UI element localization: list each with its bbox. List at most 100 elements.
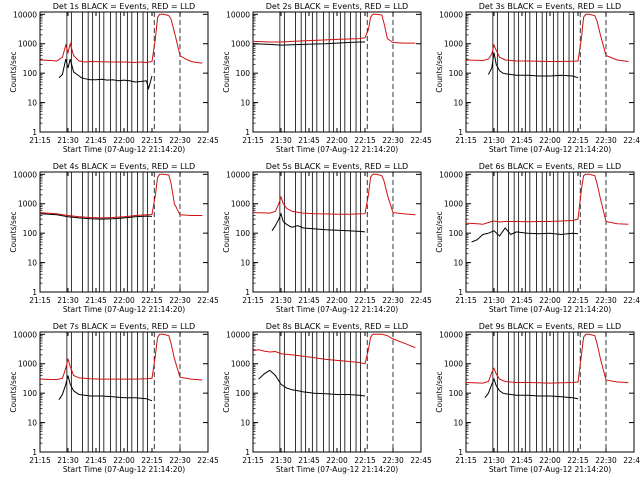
x-tick-label: 22:15 [141, 456, 163, 465]
series-line-lld [465, 173, 629, 225]
x-tick-label: 22:00 [326, 136, 348, 145]
y-axis-label: Counts/sec [9, 371, 18, 412]
series-line-lld [39, 333, 203, 381]
y-axis-label: Counts/sec [222, 51, 231, 92]
x-axis-label: Start Time (07-Aug-12 21:14:20) [276, 305, 398, 314]
panel-title: Det 3s BLACK = Events, RED = LLD [479, 2, 621, 11]
x-tick-label: 21:15 [29, 136, 51, 145]
x-tick-label: 21:30 [483, 296, 505, 305]
series-line-events [58, 375, 153, 402]
y-tick-label: 1000 [444, 40, 463, 49]
x-tick-label: 22:00 [113, 136, 135, 145]
x-axis-label: Start Time (07-Aug-12 21:14:20) [63, 465, 185, 474]
x-axis-label: Start Time (07-Aug-12 21:14:20) [489, 305, 611, 314]
y-tick-label: 10000 [439, 330, 463, 339]
y-tick-label: 1 [32, 128, 37, 137]
y-tick-label: 10000 [13, 10, 37, 19]
y-tick-label: 10 [27, 419, 37, 428]
y-tick-label: 1000 [231, 40, 250, 49]
y-tick-label: 100 [236, 389, 251, 398]
y-tick-label: 1000 [18, 200, 37, 209]
x-axis-label: Start Time (07-Aug-12 21:14:20) [63, 305, 185, 314]
chart-panel: 21:15 21:30 21:45 22:00 22:15 22:30 22:45 1 10 10… [222, 162, 432, 314]
y-tick-label: 10000 [13, 170, 37, 179]
chart-panel: 21:15 21:30 21:45 22:00 22:15 22:30 22:45 1 10 10… [9, 162, 219, 314]
series-line-events [252, 41, 365, 46]
y-tick-label: 10000 [226, 330, 250, 339]
chart-panel: 21:15 21:30 21:45 22:00 22:15 22:30 22:45 1 10 10… [222, 322, 432, 474]
y-axis-label: Counts/sec [9, 51, 18, 92]
x-tick-label: 22:45 [623, 456, 640, 465]
y-axis-label: Counts/sec [435, 51, 444, 92]
y-axis-label: Counts/sec [222, 211, 231, 252]
y-tick-label: 10 [27, 259, 37, 268]
x-tick-label: 21:15 [29, 456, 51, 465]
x-tick-label: 22:45 [197, 456, 219, 465]
y-tick-label: 1 [458, 448, 463, 457]
y-axis-label: Counts/sec [222, 371, 231, 412]
plot-frame [252, 171, 422, 293]
x-tick-label: 21:30 [270, 456, 292, 465]
x-tick-label: 22:15 [567, 456, 589, 465]
x-axis-label: Start Time (07-Aug-12 21:14:20) [489, 145, 611, 154]
x-tick-label: 21:15 [455, 296, 477, 305]
y-tick-label: 10000 [439, 10, 463, 19]
plot-frame [39, 331, 209, 453]
x-tick-label: 21:15 [242, 456, 264, 465]
x-tick-label: 22:00 [539, 296, 561, 305]
chart-panel: 21:15 21:30 21:45 22:00 22:15 22:30 22:45 1 10 10… [222, 2, 432, 154]
y-tick-label: 10000 [226, 170, 250, 179]
plot-frame [252, 11, 422, 133]
y-tick-label: 100 [236, 229, 251, 238]
x-tick-label: 22:45 [410, 456, 432, 465]
y-tick-label: 100 [236, 69, 251, 78]
x-axis-label: Start Time (07-Aug-12 21:14:20) [276, 145, 398, 154]
series-line-events [39, 213, 153, 220]
x-tick-label: 22:15 [141, 136, 163, 145]
y-tick-label: 1 [458, 288, 463, 297]
plot-frame [39, 11, 209, 133]
panel-title: Det 5s BLACK = Events, RED = LLD [266, 162, 408, 171]
panel-title: Det 1s BLACK = Events, RED = LLD [53, 2, 195, 11]
x-tick-label: 22:00 [326, 456, 348, 465]
x-tick-label: 22:00 [113, 456, 135, 465]
x-tick-label: 22:30 [595, 136, 617, 145]
series-line-lld [39, 13, 203, 64]
panel-title: Det 7s BLACK = Events, RED = LLD [53, 322, 195, 331]
y-tick-label: 1 [32, 448, 37, 457]
x-tick-label: 21:45 [85, 296, 107, 305]
x-tick-label: 21:45 [85, 136, 107, 145]
x-axis-label: Start Time (07-Aug-12 21:14:20) [63, 145, 185, 154]
x-tick-label: 22:00 [326, 296, 348, 305]
x-tick-label: 22:30 [595, 296, 617, 305]
y-tick-label: 100 [23, 389, 38, 398]
y-tick-label: 100 [23, 229, 38, 238]
y-tick-label: 10 [453, 259, 463, 268]
x-tick-label: 22:45 [197, 136, 219, 145]
x-tick-label: 22:00 [113, 296, 135, 305]
x-tick-label: 21:45 [298, 136, 320, 145]
y-tick-label: 1 [458, 128, 463, 137]
x-tick-label: 22:15 [354, 456, 376, 465]
x-tick-label: 22:30 [382, 296, 404, 305]
chart-panel: 21:15 21:30 21:45 22:00 22:15 22:30 22:45 1 10 10… [435, 2, 640, 154]
series-line-events [484, 377, 579, 400]
panel-title: Det 2s BLACK = Events, RED = LLD [266, 2, 408, 11]
x-tick-label: 22:45 [197, 296, 219, 305]
series-line-lld [465, 13, 629, 62]
x-tick-label: 22:00 [539, 136, 561, 145]
x-tick-label: 21:45 [298, 456, 320, 465]
x-tick-label: 22:45 [410, 296, 432, 305]
series-line-events [271, 212, 366, 233]
x-tick-label: 21:30 [57, 296, 79, 305]
y-tick-label: 10 [27, 99, 37, 108]
x-tick-label: 22:30 [169, 296, 191, 305]
chart-panel: 21:15 21:30 21:45 22:00 22:15 22:30 22:45 1 10 10… [435, 162, 640, 314]
panel-title: Det 9s BLACK = Events, RED = LLD [479, 322, 621, 331]
series-line-lld [252, 13, 416, 44]
y-tick-label: 1000 [231, 200, 250, 209]
plot-frame [252, 331, 422, 453]
x-tick-label: 21:15 [29, 296, 51, 305]
plot-frame [39, 171, 209, 293]
x-tick-label: 21:30 [483, 456, 505, 465]
